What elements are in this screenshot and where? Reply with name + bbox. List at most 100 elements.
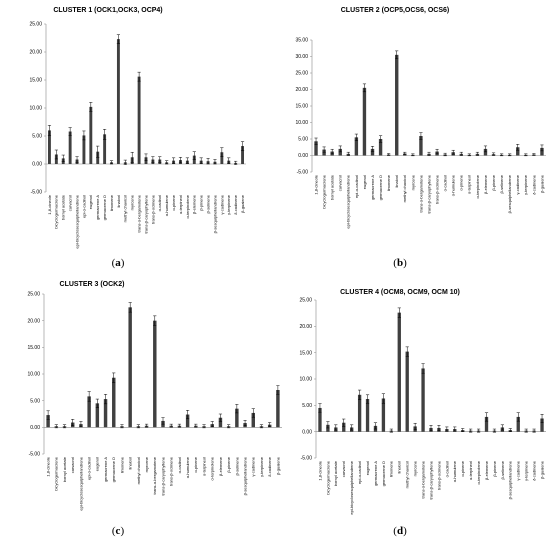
- bar: [395, 54, 399, 156]
- x-tick-label: germacrene D: [378, 175, 383, 200]
- x-tick-label: α-pinene: [193, 456, 198, 472]
- x-tick-label: α-cadinol: [444, 461, 449, 477]
- bar: [112, 377, 116, 428]
- x-tick-label: epi-α-cadinol: [357, 461, 362, 484]
- x-tick-label: α-pinene: [171, 194, 176, 210]
- y-tick-label: 5.00: [298, 137, 308, 143]
- bar: [48, 130, 51, 164]
- x-tick-label: eugenol: [365, 461, 370, 475]
- x-tick-label: trans-β-caryophyllene: [160, 456, 165, 495]
- chart-panel-a: CLUSTER 1 (OCK1,OCK3, OCP4) -5.00 0.00 5.00…: [29, 7, 246, 249]
- x-tick-label: β-sesquiphellandrene: [508, 460, 513, 499]
- bar: [276, 390, 280, 428]
- y-tick-label: 15.00: [27, 345, 40, 351]
- bar: [185, 414, 190, 428]
- x-tick-label: β-pinene: [226, 456, 231, 472]
- bar: [218, 417, 223, 428]
- bar: [96, 151, 100, 164]
- x-tick-label: β-selinene: [500, 460, 505, 479]
- x-tick-label: β-elemene: [218, 456, 223, 476]
- x-tick-label: limonene: [119, 456, 124, 473]
- bar: [314, 141, 318, 156]
- x-tick-label: trans-β-caryophyllene: [143, 194, 148, 233]
- y-tick-label: 20.00: [27, 318, 40, 324]
- x-tick-label: bicyclogermacrene: [322, 174, 327, 208]
- x-tick-label: germacrene D: [381, 461, 386, 486]
- bar: [251, 412, 255, 428]
- x-tick-label: trans-α-bergamotene: [418, 174, 423, 212]
- x-tick-label: trans-β-ocimene: [434, 174, 439, 204]
- chart-panel-c: CLUSTER 3 (OCK2) -5.00 0.00 5.00 10.00 15.00 2…: [27, 281, 282, 511]
- x-tick-label: β-elemene: [484, 460, 489, 480]
- y-tick-label: 20.00: [295, 87, 308, 93]
- y-tick-label: 35.00: [295, 38, 308, 44]
- chart-title: CLUSTER 2 (OCP5,OCS6, OCS6): [341, 7, 450, 14]
- y-tick-label: 10.00: [295, 120, 308, 126]
- x-tick-label: epi-bicyclosesquiphellandrene: [78, 456, 83, 510]
- x-tick-label: bornyl acetate: [330, 174, 335, 200]
- bar: [89, 106, 93, 164]
- x-tick-label: δ-cadinene: [267, 456, 272, 477]
- x-tick-label: bicyclogermacrene: [54, 456, 59, 490]
- panel-label-b: (b): [393, 257, 407, 269]
- x-tick-label: eugenol: [362, 175, 367, 189]
- x-tick-label: β-pinene: [491, 174, 496, 190]
- x-tick-label: bicyclogermacrene: [54, 194, 59, 228]
- x-tick-label: bornyl acetate: [333, 460, 338, 486]
- x-tick-label: epi-bicyclosesquiphellandrene: [74, 194, 79, 248]
- x-tick-label: α-humulene: [164, 194, 169, 216]
- bar: [318, 407, 322, 432]
- y-tick-label: -5.00: [29, 452, 41, 458]
- bar: [103, 134, 107, 164]
- bar: [516, 416, 520, 432]
- x-tick-label: carvacrol: [338, 175, 343, 191]
- y-tick-label: 5.00: [302, 403, 312, 409]
- x-tick-label: methyl chavicol: [123, 195, 128, 222]
- bar: [540, 418, 544, 432]
- x-tick-label: β-elemene: [483, 174, 488, 194]
- x-tick-label: linalool: [397, 461, 402, 474]
- y-tick-label: 25.00: [27, 292, 40, 298]
- x-tick-label: germacrene A: [95, 195, 100, 220]
- y-tick-label: 15.00: [29, 78, 42, 84]
- bar: [220, 152, 224, 164]
- x-tick-label: α-terpineol: [467, 175, 472, 194]
- x-tick-label: γ-cadinene: [219, 194, 224, 214]
- x-tick-label: linalool: [394, 175, 399, 188]
- x-tick-label: bicyclogermacrene: [325, 460, 330, 494]
- x-tick-label: β-selinene: [499, 174, 504, 193]
- bar: [397, 312, 401, 432]
- chart-panel-d: CLUSTER 4 (OCM8, OCM9, OCM 10) -5.00 0.00 5…: [299, 289, 546, 515]
- bar: [46, 415, 50, 428]
- x-tick-label: α-terpineol: [468, 461, 473, 480]
- bar: [362, 87, 367, 156]
- x-tick-label: α-humulene: [451, 174, 456, 196]
- y-tick-label: 10.00: [29, 106, 42, 112]
- x-tick-label: α-humulene: [452, 460, 457, 482]
- x-tick-label: epi-α-cadinol: [354, 175, 359, 198]
- bar: [54, 154, 58, 164]
- y-tick-label: 5.00: [30, 398, 40, 404]
- x-tick-label: β-sesquiphellandrene: [212, 194, 217, 233]
- x-tick-label: α-pinene: [460, 460, 465, 476]
- x-tick-label: trans-β-ocimene: [169, 456, 174, 486]
- x-tick-label: linalool: [116, 195, 121, 208]
- x-tick-label: γ-terpinene: [259, 456, 264, 477]
- x-tick-label: α-pinene: [459, 174, 464, 190]
- x-tick-label: carvacrol: [341, 461, 346, 477]
- x-tick-label: epi-α-cadinol: [81, 195, 86, 218]
- bar: [87, 396, 91, 428]
- x-tick-label: α-terpinolene: [185, 194, 190, 218]
- chart-title: CLUSTER 4 (OCM8, OCM9, OCM 10): [340, 289, 460, 296]
- x-tick-label: methyl chavicol: [402, 175, 407, 202]
- x-tick-label: α-humulene: [185, 456, 190, 478]
- y-tick-label: 15.00: [299, 350, 312, 356]
- y-tick-label: -5.00: [31, 190, 43, 196]
- bar: [419, 136, 423, 156]
- x-tick-label: trans-β-ocimene: [436, 460, 441, 490]
- bar: [370, 148, 375, 156]
- x-tick-label: trans-β-caryophyllene: [428, 460, 433, 499]
- x-tick-label: trans-α-bergamotene: [152, 456, 157, 494]
- y-tick-label: 10.00: [27, 372, 40, 378]
